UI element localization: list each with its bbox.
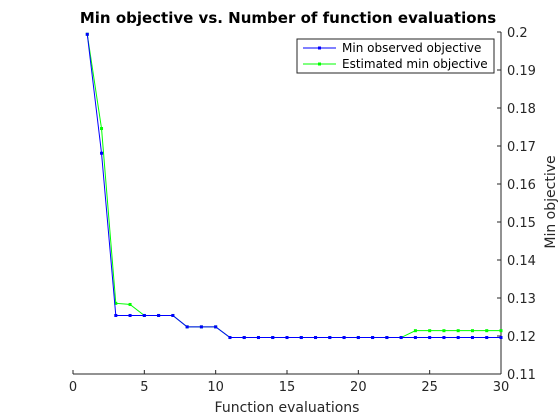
data-point-min-observed-objective	[328, 336, 332, 340]
data-point-min-observed-objective	[256, 336, 260, 340]
data-point-min-observed-objective	[356, 336, 360, 340]
legend: Min observed objective Estimated min obj…	[296, 38, 495, 74]
plot-background	[73, 32, 501, 374]
x-axis: 0 5 10 15 20 25 30	[69, 370, 509, 395]
data-point-min-observed-objective	[371, 336, 375, 340]
data-point-min-observed-objective	[314, 336, 318, 340]
y-tick-label: 0.16	[507, 178, 536, 193]
data-point-min-observed-objective	[128, 313, 132, 317]
data-point-estimated-min-objective	[428, 329, 432, 333]
data-point-min-observed-objective	[485, 336, 489, 340]
data-point-min-observed-objective	[399, 336, 403, 340]
data-point-min-observed-objective	[413, 336, 417, 340]
chart-title: Min objective vs. Number of function eva…	[80, 9, 496, 27]
x-tick-label: 30	[493, 380, 510, 395]
y-tick-label: 0.11	[507, 368, 536, 383]
legend-marker-observed	[318, 46, 321, 50]
x-axis-label: Function evaluations	[215, 400, 360, 416]
data-point-estimated-min-objective	[100, 127, 104, 131]
data-point-min-observed-objective	[228, 336, 232, 340]
y-tick-label: 0.13	[507, 292, 536, 307]
data-point-min-observed-objective	[470, 336, 474, 340]
data-point-estimated-min-objective	[456, 329, 460, 333]
data-point-min-observed-objective	[342, 336, 346, 340]
plot-area	[73, 32, 501, 374]
data-point-estimated-min-objective	[114, 301, 118, 305]
data-point-min-observed-objective	[157, 313, 161, 317]
data-point-min-observed-objective	[299, 336, 303, 340]
legend-marker-estimated	[318, 62, 321, 66]
data-point-estimated-min-objective	[470, 329, 474, 333]
data-point-min-observed-objective	[185, 325, 189, 329]
data-point-estimated-min-objective	[128, 302, 132, 306]
data-point-min-observed-objective	[456, 336, 460, 340]
x-tick-label: 25	[421, 380, 438, 395]
data-point-estimated-min-objective	[485, 329, 489, 333]
series-line-min-observed-objective	[86, 34, 501, 339]
data-point-estimated-min-objective	[442, 329, 446, 333]
x-tick-label: 5	[140, 380, 148, 395]
y-axis-label: Min objective	[543, 155, 559, 248]
data-point-min-observed-objective	[171, 313, 175, 317]
data-point-min-observed-objective	[114, 313, 118, 317]
x-tick-label: 10	[207, 380, 224, 395]
series-layer	[85, 32, 503, 340]
data-point-estimated-min-objective	[499, 329, 503, 333]
legend-label-estimated: Estimated min objective	[342, 57, 488, 71]
y-tick-label: 0.14	[507, 254, 536, 269]
x-tick-label: 0	[69, 380, 77, 395]
y-tick-label: 0.12	[507, 330, 536, 345]
data-point-min-observed-objective	[385, 336, 389, 340]
x-tick-label: 15	[279, 380, 296, 395]
data-point-min-observed-objective	[428, 336, 432, 340]
data-point-min-observed-objective	[100, 151, 104, 155]
y-axis: 0.11 0.12 0.13 0.14 0.15 0.16 0.17 0.18 0.19 0.2	[497, 26, 536, 383]
data-point-min-observed-objective	[85, 32, 89, 36]
data-point-min-observed-objective	[142, 313, 146, 317]
data-point-min-observed-objective	[499, 336, 503, 340]
data-point-min-observed-objective	[285, 336, 289, 340]
y-tick-label: 0.2	[507, 26, 528, 41]
data-point-min-observed-objective	[271, 336, 275, 340]
data-point-min-observed-objective	[199, 325, 203, 329]
y-tick-label: 0.19	[507, 64, 536, 79]
y-tick-label: 0.15	[507, 216, 536, 231]
y-tick-label: 0.17	[507, 140, 536, 155]
legend-label-observed: Min observed objective	[342, 41, 481, 55]
data-point-estimated-min-objective	[413, 329, 417, 333]
x-tick-label: 20	[350, 380, 367, 395]
data-point-min-observed-objective	[242, 336, 246, 340]
data-point-min-observed-objective	[442, 336, 446, 340]
legend-box	[296, 38, 495, 74]
y-tick-label: 0.18	[507, 102, 536, 117]
data-point-min-observed-objective	[214, 325, 218, 329]
